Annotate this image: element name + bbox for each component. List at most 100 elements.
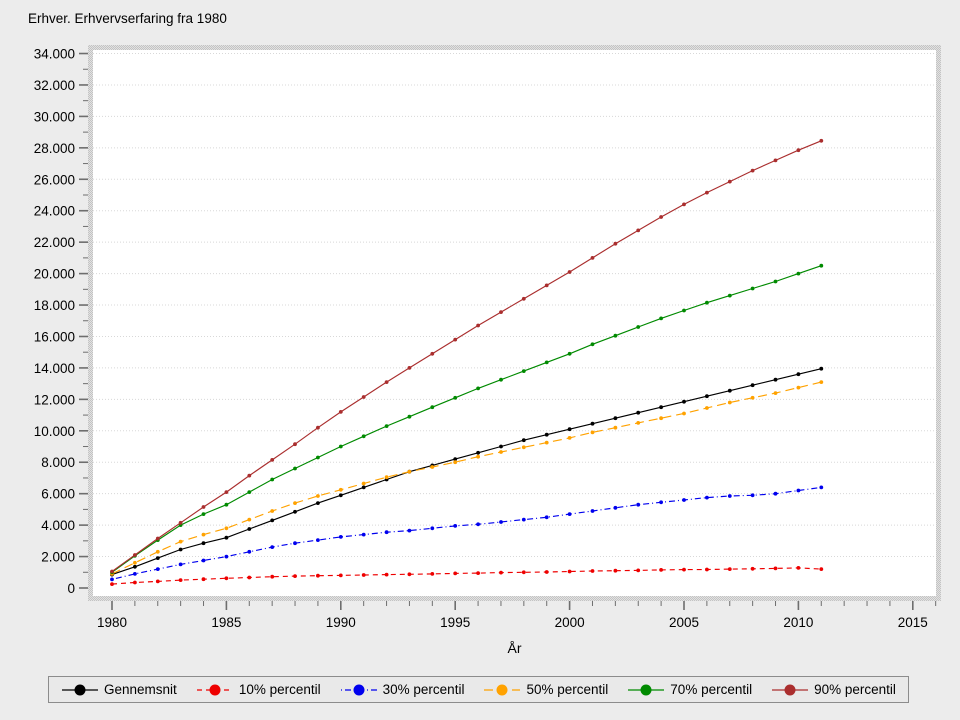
y-tick-label: 2.000 [41,550,75,565]
y-tick-label: 8.000 [41,455,75,470]
data-point [178,578,183,582]
data-point [750,493,755,498]
data-point [247,575,252,580]
data-point [453,457,458,461]
data-point [338,493,343,498]
data-point [750,566,755,571]
x-tick-label: 2010 [783,615,813,630]
data-point [476,450,480,455]
data-point [338,573,343,578]
legend-label: 50% percentil [526,682,609,697]
data-point [270,518,275,523]
data-point [270,545,275,549]
data-point [659,568,663,572]
data-point [201,558,206,563]
data-point [705,406,709,410]
data-point [361,434,366,439]
data-point [407,414,412,419]
y-tick-label: 34.000 [34,47,75,62]
data-point [247,490,252,494]
data-point [155,556,160,560]
data-point [521,296,526,301]
data-point [590,256,595,260]
data-point [201,532,206,537]
y-tick-label: 24.000 [34,204,75,219]
data-point [338,410,343,414]
data-point [796,372,801,377]
data-point [133,564,137,569]
data-point [567,427,572,432]
data-point [659,416,663,421]
data-point [567,270,572,274]
data-point [727,293,732,298]
legend-marker-icon [772,684,809,695]
data-point [316,538,320,542]
data-point [727,388,732,393]
x-tick-label: 1985 [211,615,241,630]
legend-marker-icon [484,684,521,695]
data-point [476,522,480,527]
data-point [659,316,663,321]
data-point [224,490,229,494]
data-point [316,494,320,498]
data-point [270,477,275,482]
data-point [544,440,549,445]
data-point [521,445,526,450]
data-point [384,475,389,480]
data-point [155,567,160,571]
data-point [521,369,526,373]
y-tick-label: 0 [67,581,75,596]
y-tick-label: 28.000 [34,141,75,156]
x-tick-label: 1980 [97,615,127,630]
data-point [476,323,480,328]
data-point [384,530,389,535]
data-point [178,562,183,567]
data-point [613,568,618,573]
data-point [224,554,229,559]
data-point [361,532,366,537]
data-point [613,505,618,510]
x-tick-label: 2005 [669,615,699,630]
data-point [316,573,320,578]
data-point [590,421,595,426]
legend-label: 90% percentil [814,682,896,697]
series-line-50-percentil [111,381,822,575]
data-point [224,502,229,507]
data-point [316,501,320,505]
y-tick-label: 16.000 [34,329,75,344]
series-30-percentil [110,485,824,582]
data-point [499,444,503,449]
gridlines [93,53,936,558]
data-point [567,512,572,516]
data-point [133,580,137,585]
x-axis: 1980 1985 1990 1995 2000 2005 2010 2015 År [97,601,937,656]
data-point [338,487,343,492]
data-point [155,549,160,554]
data-point [819,380,824,384]
data-point [293,509,297,514]
data-point [682,411,686,416]
data-point [819,567,824,571]
data-point [361,395,366,399]
data-point [247,549,252,554]
data-point [499,377,503,382]
data-point [316,455,320,460]
data-point [270,509,275,513]
data-point [819,366,824,371]
data-point [293,466,297,471]
data-point [727,567,732,571]
series-gennemsnit [110,366,824,577]
data-point [293,501,297,505]
x-axis-title: År [508,640,522,656]
data-point [636,502,641,507]
legend-item-30-percentil: 30% percentil [340,682,464,697]
series-line-70-percentil [111,265,822,573]
data-point [796,271,801,276]
data-point [270,574,275,579]
series-line-gennemsnit [111,368,822,576]
data-point [773,279,778,284]
data-point [430,351,435,356]
data-point [705,495,709,500]
legend-marker-icon [340,684,377,695]
